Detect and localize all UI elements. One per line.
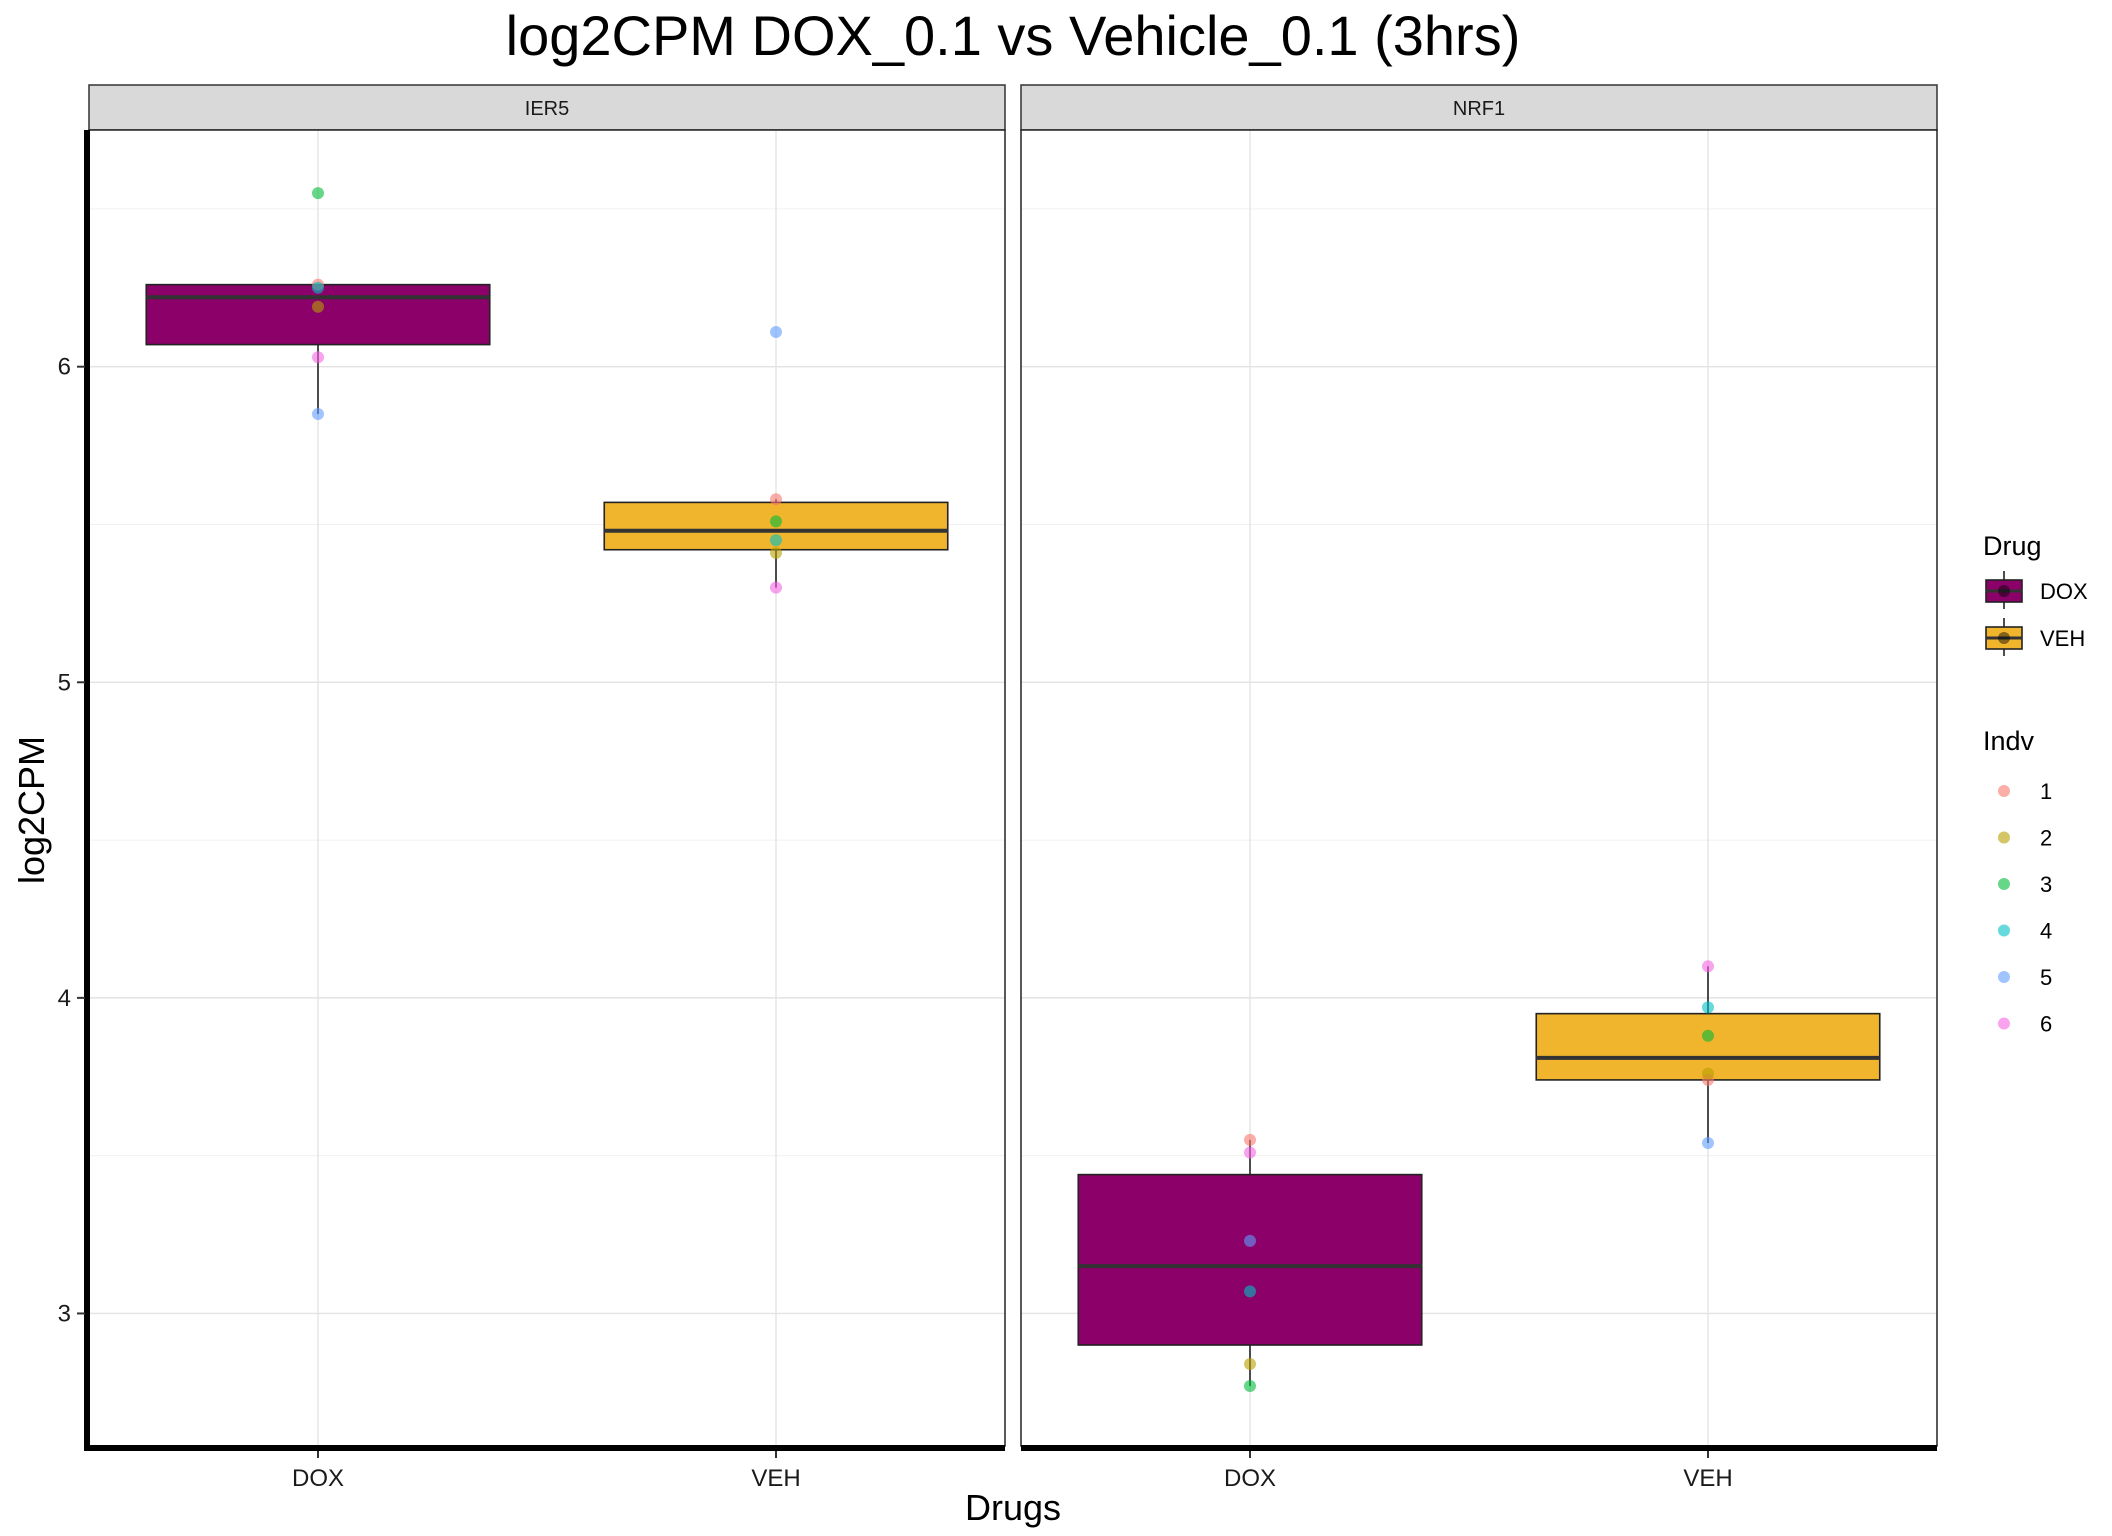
y-tick-label: 6: [58, 354, 71, 381]
legend-key-indv-4: [1998, 924, 2010, 937]
legend-label-indv-1: 1: [2040, 779, 2052, 804]
data-point-indv-5: [1702, 1137, 1714, 1150]
data-point-indv-6: [1702, 960, 1714, 973]
data-point-indv-2: [770, 546, 782, 559]
facet-panel-ier5: IER5 DOX VEH: [88, 84, 1006, 1492]
chart-title: log2CPM DOX_0.1 vs Vehicle_0.1 (3hrs): [506, 4, 1521, 67]
data-point-indv-6: [312, 351, 324, 364]
legend-label-indv-2: 2: [2040, 826, 2052, 851]
data-point-indv-5: [312, 408, 324, 421]
legend-title: Drug: [1983, 531, 2042, 561]
data-point-indv-2: [1244, 1357, 1256, 1370]
legend-label-indv-3: 3: [2040, 872, 2052, 897]
data-point-indv-5: [770, 325, 782, 338]
data-point-indv-4: [1702, 1001, 1714, 1014]
box-dox: [145, 187, 491, 421]
y-tick-label: 4: [58, 985, 71, 1012]
x-tick-label: VEH: [751, 1465, 800, 1492]
data-point-indv-3: [312, 187, 324, 200]
data-point-indv-3: [1702, 1029, 1714, 1042]
data-point-indv-6: [1244, 1146, 1256, 1159]
legend-label-indv-5: 5: [2040, 965, 2052, 990]
box-iqr: [1077, 1173, 1423, 1346]
legend-key-indv-2: [1998, 831, 2010, 844]
legend-key-indv-1: [1998, 785, 2010, 797]
x-tick-label: DOX: [292, 1465, 344, 1492]
data-point-indv-2: [1702, 1067, 1714, 1080]
legend-title: Indv: [1983, 726, 2035, 756]
box-iqr: [145, 283, 491, 346]
legend-drug: Drug DOX VEH: [1983, 531, 2088, 656]
panel-background: [89, 130, 1005, 1446]
y-tick-label: 3: [58, 1300, 71, 1327]
facet-panels: IER5 DOX VEH NRF1 DOX VEH: [88, 84, 1938, 1492]
box-veh: [603, 325, 949, 594]
data-point-indv-6: [770, 581, 782, 594]
legend-label-veh: VEH: [2040, 626, 2085, 651]
facet-strip-label: IER5: [525, 98, 569, 120]
legend-key-point: [1998, 585, 2010, 597]
x-tick-label: VEH: [1683, 1465, 1732, 1492]
legend-key-indv-5: [1998, 971, 2010, 983]
y-axis: 3 4 5 6: [58, 130, 90, 1451]
facet-strip: [88, 84, 1006, 131]
legend-label-dox: DOX: [2040, 579, 2088, 604]
data-point-indv-4: [312, 281, 324, 294]
facet-strip: [1020, 84, 1938, 131]
data-point-indv-1: [770, 493, 782, 506]
box-dox: [1077, 1133, 1423, 1393]
legend-key-indv-6: [1998, 1017, 2010, 1030]
legend-key-point: [1998, 632, 2010, 644]
legend-label-indv-6: 6: [2040, 1012, 2052, 1037]
legend-label-indv-4: 4: [2040, 919, 2052, 944]
y-axis-title: log2CPM: [11, 736, 52, 884]
data-point-indv-3: [770, 515, 782, 528]
x-tick-label: DOX: [1224, 1465, 1276, 1492]
data-point-indv-4: [770, 534, 782, 547]
data-point-indv-4: [1244, 1285, 1256, 1298]
data-point-indv-1: [1244, 1133, 1256, 1146]
data-point-indv-3: [1244, 1380, 1256, 1393]
facet-panel-nrf1: NRF1 DOX VEH: [1020, 84, 1938, 1492]
x-axis-title: Drugs: [965, 1487, 1061, 1528]
data-point-indv-5: [1244, 1234, 1256, 1247]
data-point-indv-2: [312, 300, 324, 313]
legend-key-indv-3: [1998, 878, 2010, 890]
y-tick-label: 5: [58, 669, 71, 696]
facet-strip-label: NRF1: [1453, 98, 1505, 120]
box-veh: [1535, 960, 1881, 1150]
